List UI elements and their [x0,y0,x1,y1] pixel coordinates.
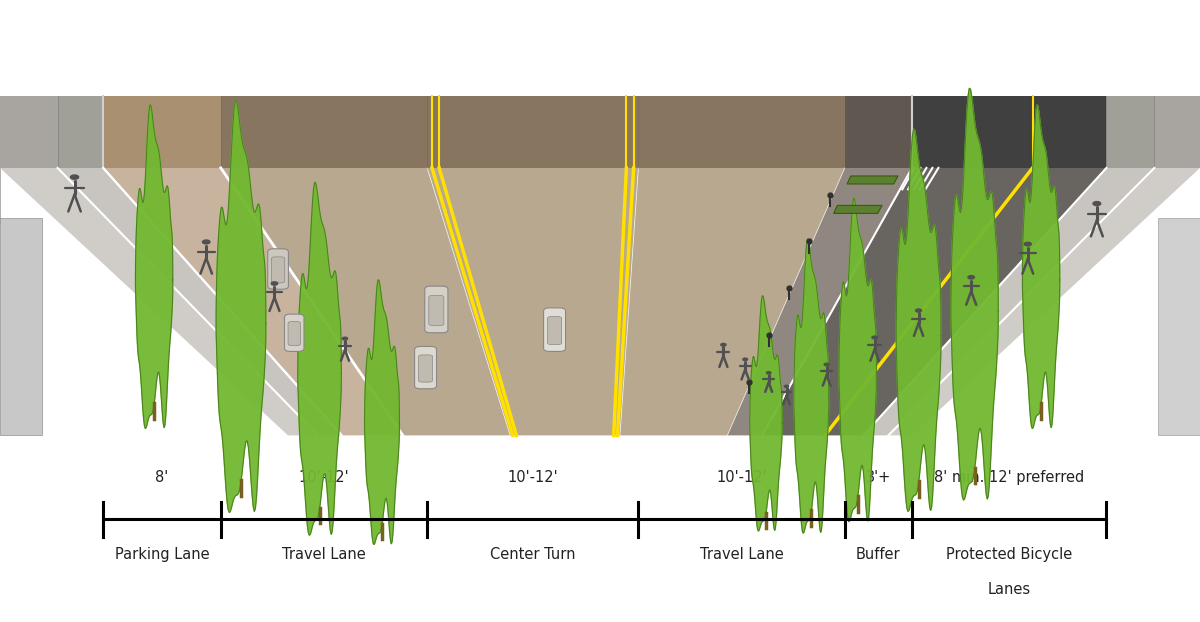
Bar [0,218,42,435]
Circle shape [71,175,78,179]
Circle shape [916,309,922,312]
FancyBboxPatch shape [547,317,562,345]
Polygon shape [888,168,1200,435]
Circle shape [968,276,974,279]
Text: Lanes: Lanes [988,582,1031,596]
Polygon shape [427,168,638,435]
Polygon shape [638,96,845,168]
Text: 8' min. 12' preferred: 8' min. 12' preferred [934,470,1085,485]
Circle shape [342,337,348,340]
FancyBboxPatch shape [544,308,565,351]
Text: Buffer: Buffer [856,547,901,562]
Text: Travel Lane: Travel Lane [700,547,784,562]
Circle shape [785,385,788,388]
Text: Center Turn: Center Turn [490,547,576,562]
Polygon shape [0,96,58,168]
Circle shape [872,336,877,339]
Circle shape [767,372,770,374]
Polygon shape [136,105,173,429]
Polygon shape [750,295,782,531]
Polygon shape [221,96,427,168]
FancyBboxPatch shape [288,322,300,346]
FancyBboxPatch shape [419,355,433,382]
Polygon shape [365,280,400,544]
Bar [1158,218,1200,435]
Polygon shape [221,168,510,435]
Polygon shape [950,88,998,500]
FancyBboxPatch shape [428,295,444,325]
Polygon shape [620,168,845,435]
Polygon shape [103,96,221,168]
Polygon shape [912,96,1106,168]
FancyBboxPatch shape [414,346,437,389]
FancyBboxPatch shape [284,314,304,351]
Text: Parking Lane: Parking Lane [115,547,209,562]
Polygon shape [1106,96,1154,168]
Polygon shape [845,96,912,168]
FancyBboxPatch shape [425,286,448,333]
Circle shape [271,282,277,285]
Text: Travel Lane: Travel Lane [282,547,366,562]
Text: 10'-12': 10'-12' [299,470,349,485]
Polygon shape [298,182,341,536]
Polygon shape [794,239,829,533]
Polygon shape [58,96,103,168]
Polygon shape [834,205,882,213]
Polygon shape [896,129,941,511]
Text: 3'+: 3'+ [865,470,892,485]
Polygon shape [0,168,318,435]
Polygon shape [839,198,876,522]
Text: 10'-12': 10'-12' [716,470,767,485]
Polygon shape [58,168,342,435]
Polygon shape [427,96,638,168]
Text: 10'-12': 10'-12' [508,470,558,485]
Polygon shape [1154,96,1200,168]
Circle shape [1025,242,1031,246]
Text: 8': 8' [155,470,169,485]
Circle shape [824,363,829,366]
FancyBboxPatch shape [268,249,288,289]
Polygon shape [727,168,912,435]
Circle shape [721,343,726,346]
Text: Protected Bicycle: Protected Bicycle [946,547,1073,562]
Polygon shape [1022,105,1060,429]
Polygon shape [103,168,403,435]
Polygon shape [863,168,1154,435]
Circle shape [1093,202,1100,206]
FancyBboxPatch shape [271,257,284,283]
Circle shape [203,240,210,244]
Polygon shape [762,168,1106,435]
Polygon shape [847,176,898,184]
Circle shape [743,358,748,361]
Polygon shape [216,101,266,513]
